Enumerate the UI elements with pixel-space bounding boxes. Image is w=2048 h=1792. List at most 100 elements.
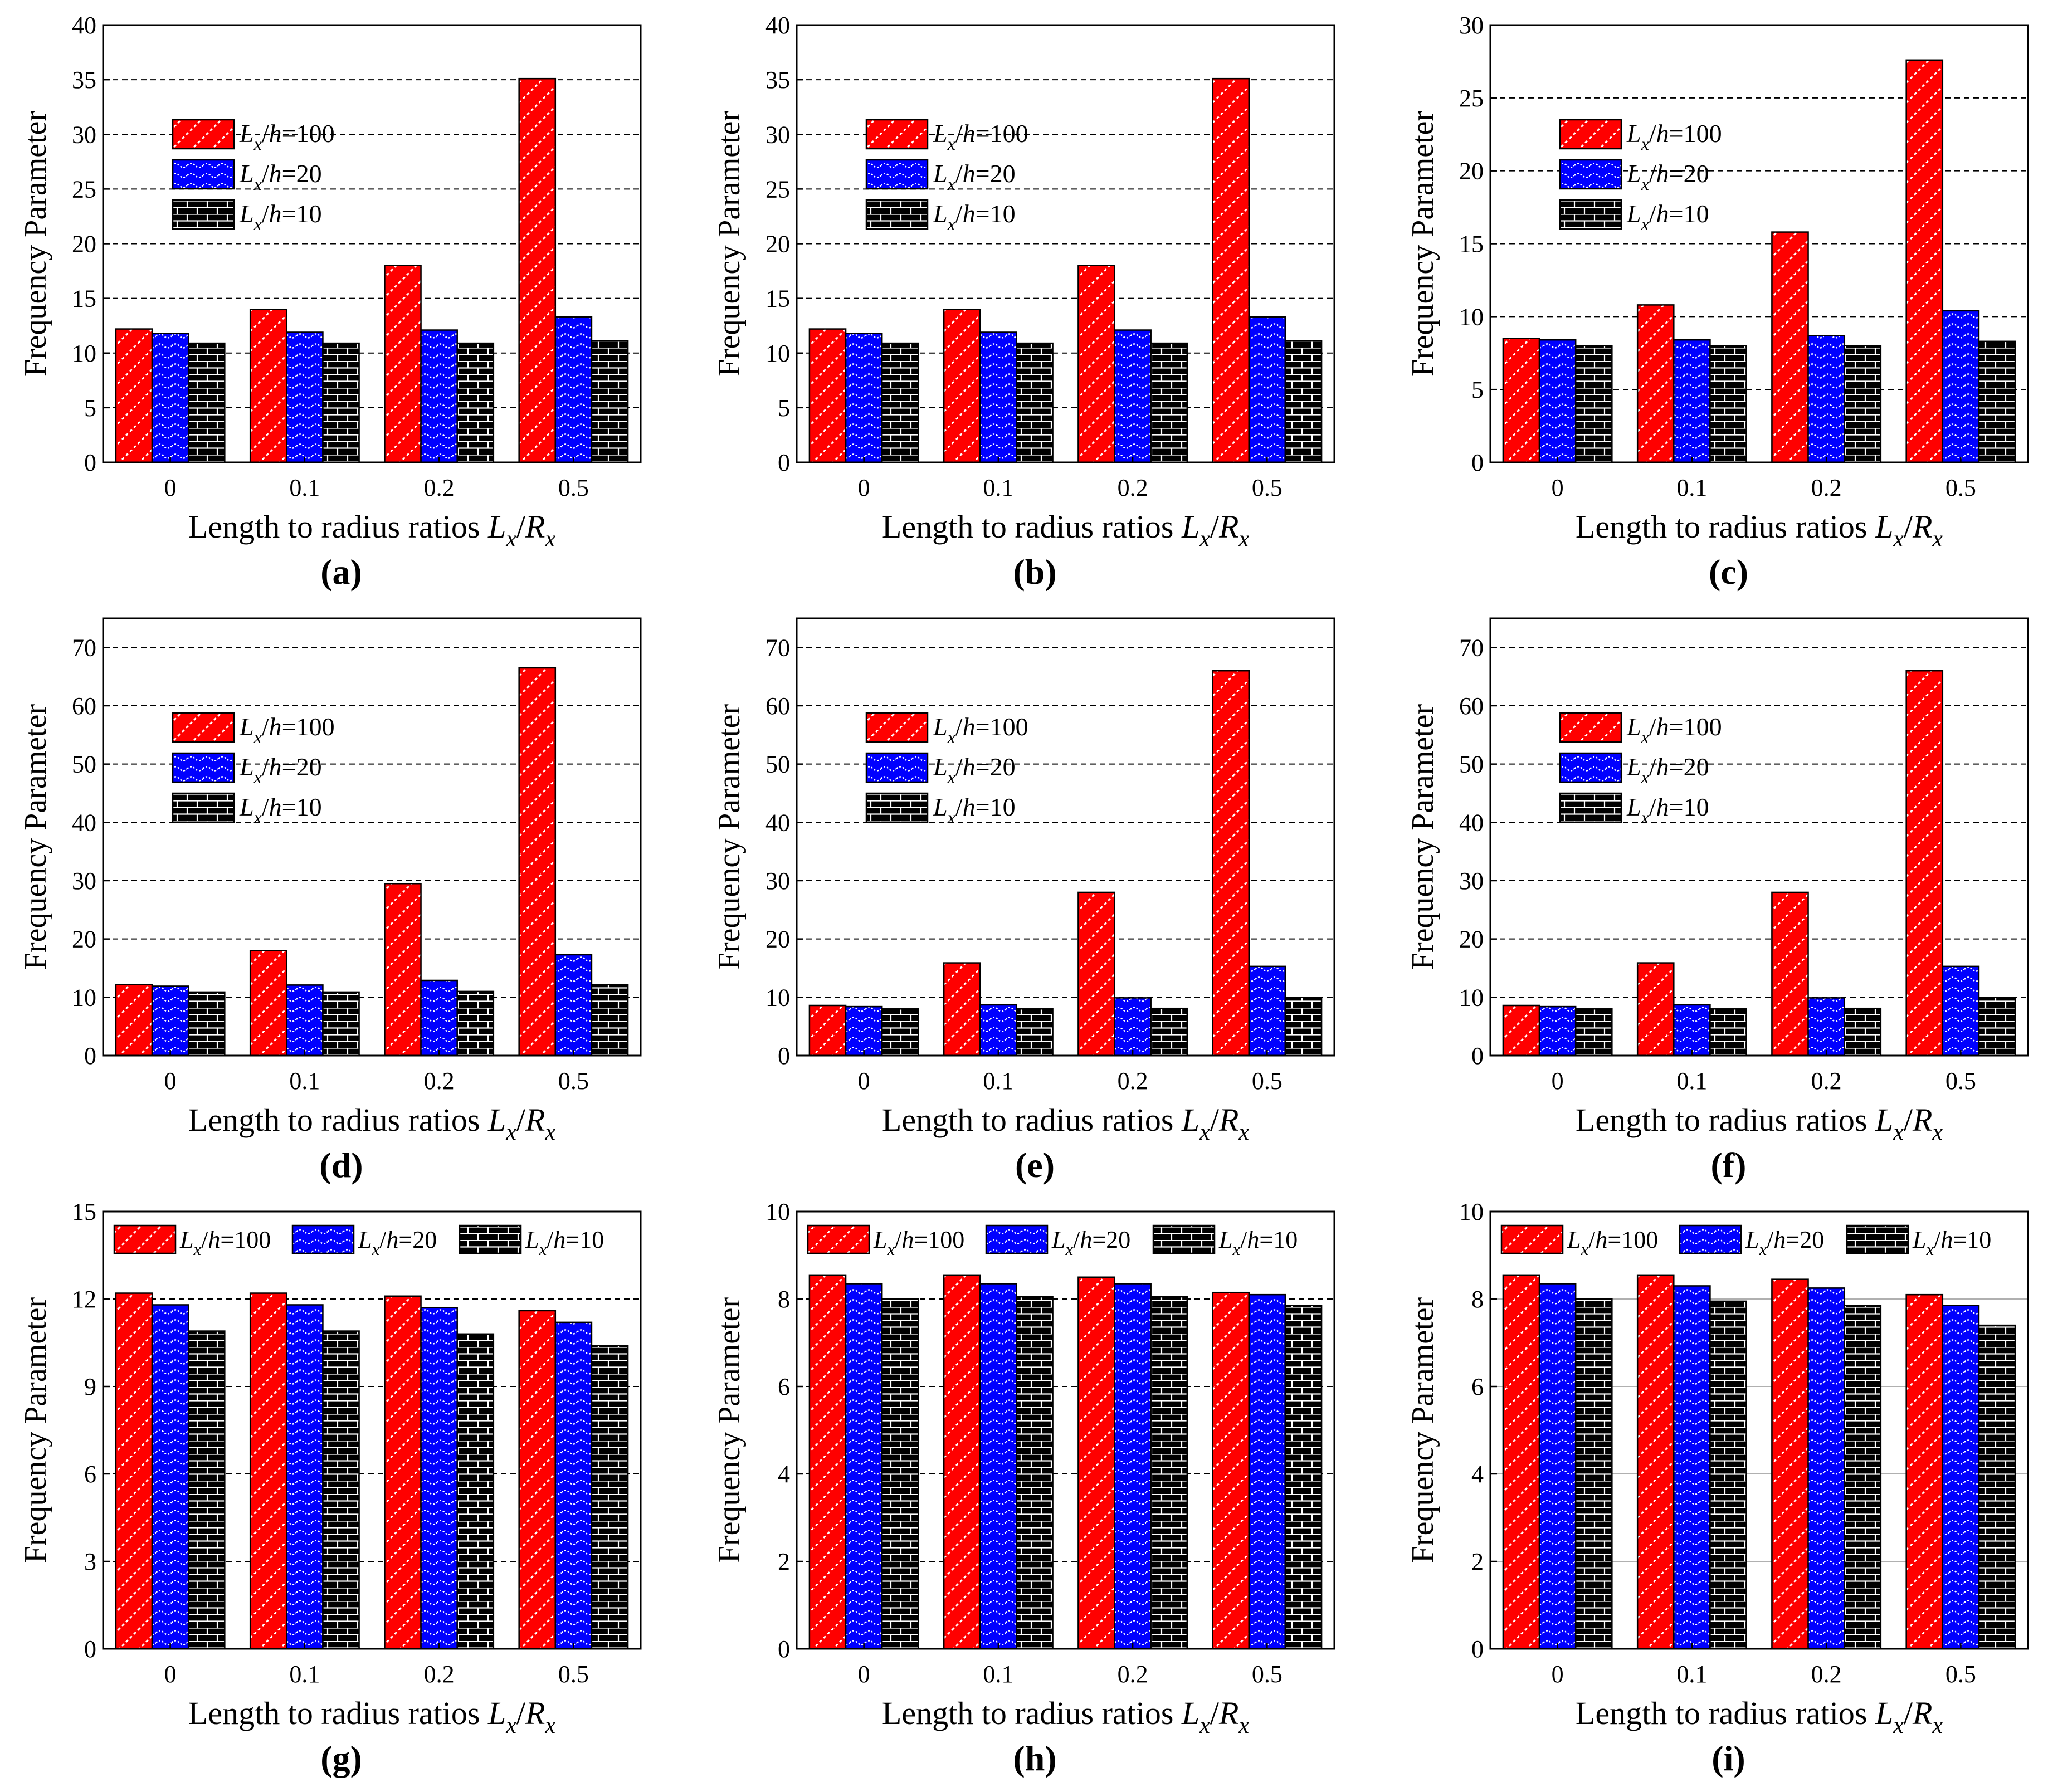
x-axis-label: Length to radius ratios Lx/Rx (1576, 509, 1943, 552)
chart-panel-b: 0 0.1 0.2 0.5 0 5 10 15 20 25 30 35 40 Frequency Para… (694, 0, 1376, 592)
x-tick-label: 0.1 (983, 1661, 1013, 1688)
y-tick-label: 15 (72, 285, 96, 312)
chart-e-svg: 0 0.1 0.2 0.5 0 10 20 30 40 50 60 70 Frequency Param… (712, 617, 1335, 1145)
y-tick-label: 10 (765, 984, 790, 1011)
legend-label-0: Lx/h=100 (239, 119, 335, 154)
y-tick-label: 0 (778, 1635, 790, 1663)
x-tick-label: 0.2 (1118, 1661, 1148, 1688)
chart-panel-f: 0 0.1 0.2 0.5 0 10 20 30 40 50 60 70 Frequency Param… (1387, 593, 2048, 1185)
x-tick-label: 0.1 (983, 474, 1013, 501)
bar-e-s0-c3 (1212, 670, 1250, 1057)
panel-label-a: (a) (320, 552, 362, 592)
bar-c-s2-c3 (1978, 340, 2016, 463)
y-tick-label: 0 (778, 449, 790, 476)
y-tick-label: 30 (72, 867, 96, 895)
legend-swatch-0 (865, 712, 929, 743)
legend-label-2: Lx/h=10 (239, 793, 322, 827)
bar-a-s1-c2 (420, 329, 458, 463)
legend-label-1: Lx/h=20 (933, 753, 1016, 787)
bar-a-s2-c2 (456, 342, 495, 463)
y-axis-label: Frequency Parameter (18, 1297, 53, 1563)
bar-h-s2-c1 (1016, 1296, 1054, 1650)
y-tick-label: 4 (1471, 1461, 1484, 1488)
bar-a-s2-c3 (591, 340, 629, 463)
y-tick-label: 0 (1471, 1635, 1484, 1663)
bar-g-s1-c1 (286, 1304, 324, 1650)
x-tick-label: 0.1 (289, 474, 320, 501)
legend: Lx/h=100 Lx/h=20 Lx/h=10 (1559, 119, 1722, 234)
y-tick-label: 25 (1459, 85, 1484, 112)
legend-label-1: Lx/h=20 (239, 753, 322, 787)
y-tick-label: 0 (1471, 449, 1484, 476)
y-tick-label: 6 (1471, 1373, 1484, 1400)
y-tick-label: 50 (72, 751, 96, 778)
bar-d-s2-c3 (591, 984, 629, 1057)
legend-swatch-2 (865, 792, 929, 823)
legend-swatch-0 (1500, 1224, 1564, 1254)
bar-c-s1-c0 (1538, 339, 1577, 463)
legend-swatch-2 (1152, 1224, 1216, 1254)
bar-f-s2-c2 (1844, 1007, 1882, 1057)
bar-d-s0-c0 (115, 984, 153, 1057)
bar-a-s0-c2 (384, 265, 422, 463)
panel-label-h: (h) (1013, 1739, 1057, 1778)
panel-label-d: (d) (319, 1145, 363, 1185)
bar-h-s1-c3 (1248, 1293, 1286, 1650)
chart-f-svg: 0 0.1 0.2 0.5 0 10 20 30 40 50 60 70 Frequency Param… (1406, 617, 2029, 1145)
x-tick-label: 0.2 (424, 474, 455, 501)
bar-h-s2-c3 (1284, 1305, 1323, 1650)
y-axis-label: Frequency Parameter (18, 110, 53, 377)
bar-h-s2-c2 (1150, 1296, 1188, 1650)
x-tick-label: 0 (164, 1067, 177, 1095)
chart-d-svg: 0 0.1 0.2 0.5 0 10 20 30 40 50 60 70 Frequency Param… (18, 617, 642, 1145)
chart-a-svg: 0 0.1 0.2 0.5 0 5 10 15 20 25 30 35 40 Frequency Para… (18, 12, 642, 552)
bar-i-s2-c1 (1709, 1300, 1747, 1650)
x-tick-label: 0 (858, 1661, 870, 1688)
legend-label-1: Lx/h=20 (1626, 159, 1709, 194)
y-tick-label: 35 (765, 66, 790, 94)
panel-label-e: (e) (1015, 1145, 1055, 1185)
y-tick-label: 20 (765, 926, 790, 953)
y-tick-label: 10 (765, 1198, 790, 1225)
legend-swatch-2 (172, 199, 235, 230)
legend-swatch-2 (1559, 199, 1622, 230)
chart-panel-a: 0 0.1 0.2 0.5 0 5 10 15 20 25 30 35 40 Frequency Para… (0, 0, 682, 592)
x-tick-label: 0.2 (1811, 1067, 1842, 1095)
x-tick-label: 0.1 (1676, 474, 1707, 501)
legend-swatch-2 (172, 792, 235, 823)
bar-b-s0-c3 (1212, 77, 1250, 463)
bar-c-s2-c2 (1844, 345, 1882, 463)
bar-d-s1-c1 (286, 984, 324, 1057)
bar-a-s1-c0 (151, 333, 189, 463)
legend-swatch-2 (1846, 1224, 1909, 1254)
y-axis-label: Frequency Parameter (712, 110, 747, 377)
x-tick-label: 0 (858, 474, 870, 501)
bar-e-s0-c1 (943, 962, 981, 1057)
y-tick-label: 10 (1459, 303, 1484, 330)
legend-swatch-0 (865, 119, 929, 150)
bar-b-s1-c0 (845, 333, 883, 463)
y-tick-label: 25 (765, 175, 790, 203)
bar-c-s0-c1 (1636, 304, 1675, 463)
bar-h-s1-c1 (979, 1283, 1017, 1650)
bar-i-s1-c1 (1673, 1285, 1711, 1650)
bar-f-s2-c1 (1709, 1008, 1747, 1057)
bar-a-s2-c0 (187, 342, 226, 463)
y-tick-label: 30 (765, 121, 790, 148)
legend-label-0: Lx/h=100 (933, 119, 1028, 154)
y-tick-label: 8 (778, 1286, 790, 1313)
y-tick-label: 4 (778, 1461, 790, 1488)
bar-g-s2-c2 (456, 1333, 495, 1650)
bar-b-s1-c3 (1248, 316, 1286, 463)
plot-frame (796, 1210, 1335, 1650)
bar-e-s1-c1 (979, 1004, 1017, 1057)
legend-swatch-1 (865, 752, 929, 783)
bar-h-s0-c2 (1077, 1276, 1115, 1650)
bar-c-s0-c3 (1905, 59, 1944, 463)
chart-panel-d: 0 0.1 0.2 0.5 0 10 20 30 40 50 60 70 Frequency Param… (0, 593, 682, 1185)
x-tick-label: 0 (164, 474, 177, 501)
bar-i-s2-c0 (1574, 1298, 1613, 1650)
bar-d-s1-c0 (151, 985, 189, 1057)
x-tick-label: 0 (858, 1067, 870, 1095)
legend-label-2: Lx/h=10 (933, 199, 1016, 234)
